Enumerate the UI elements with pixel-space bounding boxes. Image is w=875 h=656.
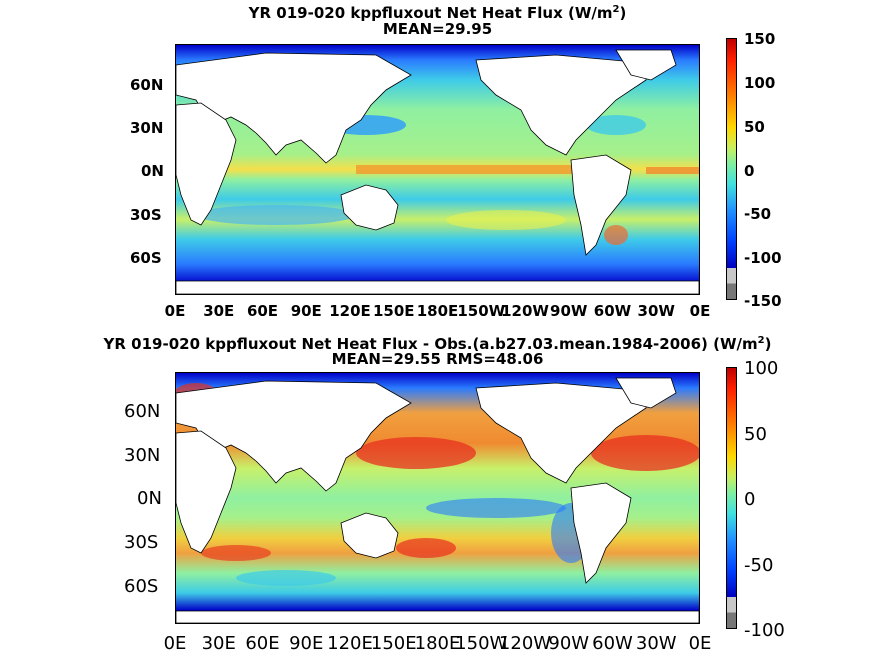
panel1-lat-tick: 60S — [130, 249, 162, 267]
panel1-cbar-label: 50 — [744, 118, 765, 136]
lon-tick-label: 30E — [203, 302, 235, 320]
panel1-cbar-label: -50 — [744, 205, 772, 223]
panel1-lat-tick: 30N — [130, 119, 164, 137]
panel1-lat-tick: 30S — [130, 206, 162, 224]
panel1-cbar-label: 100 — [744, 74, 776, 92]
panel1-title-text: YR 019-020 kppfluxout Net Heat Flux (W/m — [248, 4, 613, 22]
lon-tick-label: 150E — [370, 633, 417, 654]
lon-tick-label: 60W — [592, 633, 633, 654]
panel1-cbar-label: -100 — [744, 249, 782, 267]
panel1-cbar-label: 0 — [744, 162, 755, 180]
lon-tick-label: 30W — [635, 633, 677, 654]
lon-tick-label: 150W — [457, 302, 506, 320]
lon-tick-label: 150E — [372, 302, 415, 320]
panel1-map-svg — [176, 45, 699, 294]
lon-tick-label: 90W — [550, 302, 588, 320]
panel1-mean: MEAN=29.95 — [382, 20, 493, 38]
lon-tick-label: 150W — [455, 633, 508, 654]
panel2-lat-tick: 60S — [124, 576, 159, 597]
panel1-map — [175, 44, 700, 295]
panel2-cbar-label: -100 — [744, 620, 785, 641]
panel2-colorbar — [726, 367, 737, 629]
lon-tick-label: 180E — [414, 633, 461, 654]
panel1-lat-tick: 60N — [130, 76, 164, 94]
lon-tick-label: 120W — [498, 633, 552, 654]
lon-tick-label: 90E — [289, 633, 324, 654]
panel1-cbar-label: -150 — [744, 292, 782, 310]
lon-tick-label: 60W — [593, 302, 632, 320]
panel2-title-end: ) — [764, 335, 772, 353]
lon-tick-label: 30E — [201, 633, 236, 654]
lon-tick-label: 120E — [329, 302, 371, 320]
panel1-cbar-label: 150 — [744, 30, 776, 48]
lon-tick-label: 0E — [164, 302, 186, 320]
panel2-mean-rms: MEAN=29.55 RMS=48.06 — [331, 350, 544, 368]
lon-tick-label: 60E — [246, 302, 279, 320]
panel2-title: YR 019-020 kppfluxout Net Heat Flux - Ob… — [0, 332, 875, 353]
panel2-lat-tick: 0N — [137, 488, 162, 509]
panel2-cbar-label: 50 — [744, 424, 767, 445]
panel2-lat-tick: 30N — [124, 445, 161, 466]
panel1-colorbar — [726, 38, 737, 300]
panel2-lat-tick: 60N — [124, 401, 161, 422]
lon-tick-label: 0E — [689, 302, 711, 320]
panel1-title-end: ) — [619, 4, 627, 22]
panel2-title-sup: 2 — [757, 335, 765, 346]
lon-tick-label: 0E — [688, 633, 712, 654]
panel1-lat-tick: 0N — [141, 162, 164, 180]
lon-tick-label: 30W — [637, 302, 675, 320]
lon-tick-label: 120W — [501, 302, 549, 320]
panel1-title-sup: 2 — [612, 4, 620, 15]
panel1-title: YR 019-020 kppfluxout Net Heat Flux (W/m… — [0, 1, 875, 22]
panel2-map — [175, 372, 700, 624]
lon-tick-label: 0E — [163, 633, 187, 654]
panel2-cbar-label: 100 — [744, 358, 779, 379]
panel2-title-text: YR 019-020 kppfluxout Net Heat Flux - Ob… — [103, 335, 758, 353]
panel2-map-svg — [176, 373, 699, 623]
panel2-cbar-label: 0 — [744, 489, 756, 510]
panel2-cbar-label: -50 — [744, 555, 774, 576]
lon-tick-label: 90E — [290, 302, 322, 320]
lon-tick-label: 60E — [245, 633, 280, 654]
panel2-lat-tick: 30S — [124, 532, 159, 553]
lon-tick-label: 120E — [327, 633, 373, 654]
lon-tick-label: 180E — [416, 302, 459, 320]
lon-tick-label: 90W — [548, 633, 590, 654]
